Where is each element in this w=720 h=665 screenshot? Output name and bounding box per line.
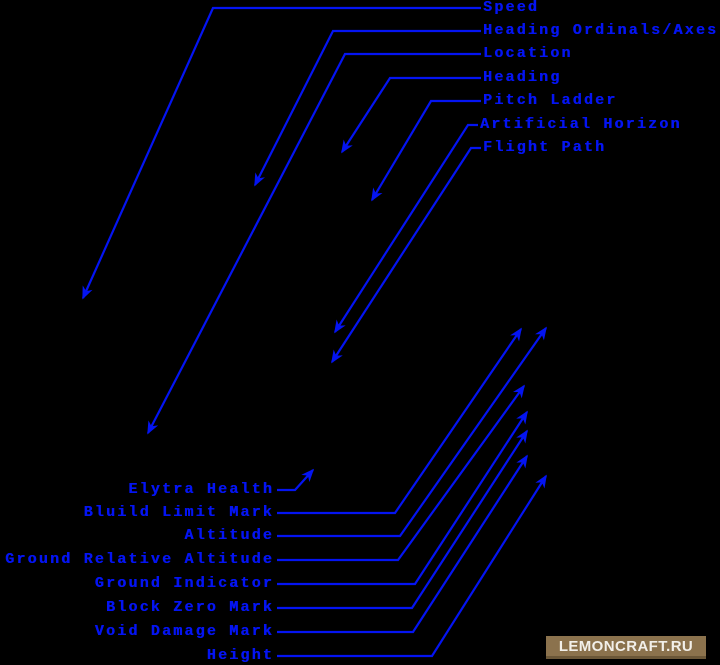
callout-label-pitch-ladder: Pitch Ladder [483,92,618,109]
arrow-artificial-horizon [334,123,478,334]
arrow-pitch-ladder [371,99,481,202]
arrow-speed [81,6,481,300]
arrow-heading-ordinals-axes [254,29,481,187]
callout-label-altitude: Altitude [184,527,274,544]
callout-label-speed: Speed [483,0,540,16]
arrow-ground-indicator [277,410,528,586]
arrow-location [147,52,481,435]
callout-label-block-zero-mark: Block Zero Mark [105,599,274,616]
arrow-bluild-limit-mark [277,327,522,515]
callout-label-ground-indicator: Ground Indicator [94,575,274,592]
callout-label-void-damage-mark: Void Damage Mark [94,623,274,640]
callout-label-height: Height [206,647,274,664]
arrow-height [277,474,547,658]
arrow-ground-relative-altitude [277,384,525,562]
arrow-elytra-health [277,468,315,492]
callout-label-ground-relative-altitude: Ground Relative Altitude [5,551,274,568]
callout-label-elytra-health: Elytra Health [128,481,274,498]
callout-label-heading-ordinals-axes: Heading Ordinals/Axes [483,22,719,39]
callout-label-bluild-limit-mark: Bluild Limit Mark [83,504,274,521]
callout-label-flight-path: Flight Path [483,139,607,156]
watermark: LEMONCRAFT.RU [546,636,706,659]
arrow-void-damage-mark [277,454,528,634]
watermark-text: LEMONCRAFT.RU [558,637,694,655]
callout-label-heading: Heading [483,69,562,86]
arrow-block-zero-mark [277,429,528,610]
callout-label-location: Location [483,45,573,62]
arrow-flight-path [331,146,481,364]
arrow-heading [341,76,481,154]
callout-label-artificial-horizon: Artificial Horizon [480,116,682,133]
arrow-altitude [277,326,547,538]
